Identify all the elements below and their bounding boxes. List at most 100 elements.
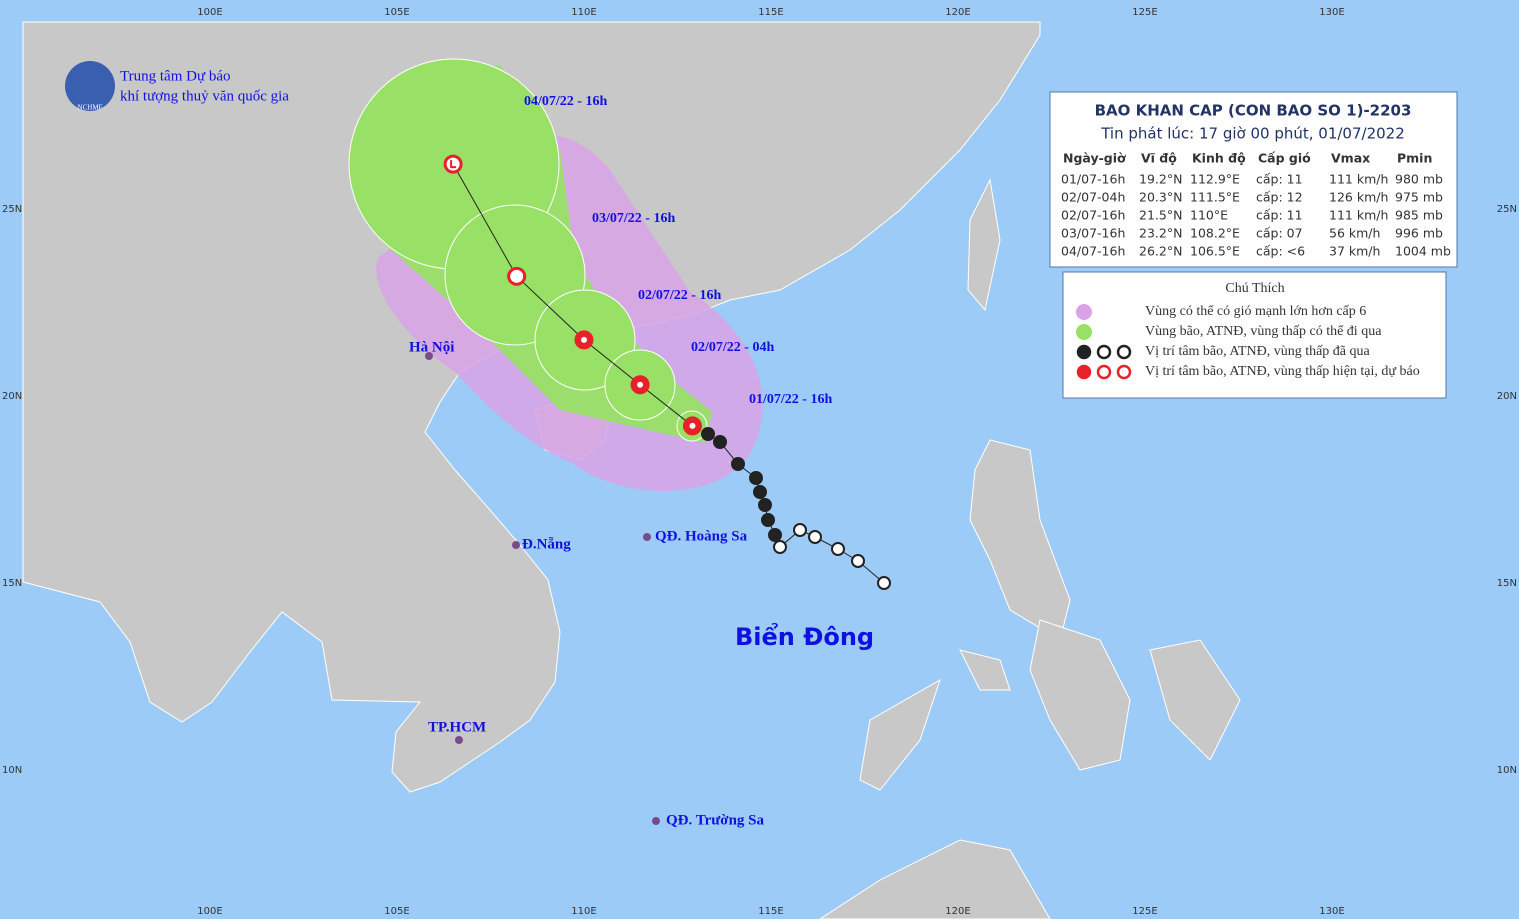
past-position	[713, 435, 727, 449]
legend-icon	[1096, 344, 1112, 360]
table-cell: 04/07-16h	[1061, 244, 1125, 259]
storm-eye	[637, 381, 644, 388]
legend-swatch	[1076, 324, 1092, 340]
bulletin-title: BAO KHAN CAP (CON BAO SO 1)-2203	[1095, 102, 1412, 120]
place-label: Đ.Nẵng	[522, 536, 571, 552]
past-position	[749, 471, 763, 485]
lat-label: 10N	[1497, 765, 1517, 776]
table-header: Pmin	[1397, 151, 1432, 166]
table-cell: 111.5°E	[1190, 190, 1240, 205]
lat-label: 10N	[2, 765, 22, 776]
legend-icon	[1076, 344, 1092, 360]
past-position	[701, 427, 715, 441]
table-cell: 106.5°E	[1190, 244, 1240, 259]
storm-eye	[689, 422, 696, 429]
table-cell: cấp: 07	[1256, 226, 1303, 241]
lon-label: 130E	[1319, 7, 1344, 18]
table-cell: 111 km/h	[1329, 208, 1388, 223]
table-cell: 21.5°N	[1139, 208, 1182, 223]
table-cell: 23.2°N	[1139, 226, 1182, 241]
table-cell: cấp: <6	[1256, 244, 1305, 259]
place-dot	[425, 352, 433, 360]
table-cell: 02/07-04h	[1061, 190, 1125, 205]
legend-icon	[1076, 364, 1092, 380]
low-symbol	[450, 160, 457, 169]
track-label: 02/07/22 - 04h	[691, 340, 774, 355]
legend-icon	[1116, 364, 1132, 380]
past-position	[851, 554, 865, 568]
lat-label: 15N	[1497, 578, 1517, 589]
lat-label: 20N	[1497, 391, 1517, 402]
bulletin-issued: Tin phát lúc: 17 giờ 00 phút, 01/07/2022	[1100, 125, 1405, 143]
table-cell: 1004 mb	[1395, 244, 1451, 259]
place-label: QĐ. Trường Sa	[666, 812, 765, 828]
table-cell: 26.2°N	[1139, 244, 1182, 259]
lon-label: 120E	[945, 7, 970, 18]
place-label: Hà Nội	[409, 339, 454, 355]
table-cell: 996 mb	[1395, 226, 1443, 241]
table-cell: 56 km/h	[1329, 226, 1380, 241]
legend-title: Chú Thích	[1225, 281, 1284, 296]
logo	[65, 61, 115, 111]
table-cell: 111 km/h	[1329, 172, 1388, 187]
table-cell: 19.2°N	[1139, 172, 1182, 187]
lon-label: 120E	[945, 906, 970, 917]
table-cell: cấp: 11	[1256, 208, 1303, 223]
legend-swatch	[1076, 304, 1092, 320]
table-cell: 980 mb	[1395, 172, 1443, 187]
past-position	[758, 498, 772, 512]
table-cell: 03/07-16h	[1061, 226, 1125, 241]
legend-icon	[1096, 364, 1112, 380]
table-cell: 985 mb	[1395, 208, 1443, 223]
legend-item: Vị trí tâm bão, ATNĐ, vùng thấp đã qua	[1145, 344, 1371, 359]
bulletin-box	[1049, 91, 1458, 268]
past-position	[768, 528, 782, 542]
place-dot	[512, 541, 520, 549]
table-cell: 110°E	[1190, 208, 1228, 223]
lon-label: 105E	[384, 7, 409, 18]
lat-label: 25N	[2, 204, 22, 215]
storm-eye	[581, 336, 587, 343]
past-position	[831, 542, 845, 556]
org-name: Trung tâm Dự báo	[120, 68, 231, 84]
place-dot	[643, 533, 651, 541]
legend-item: Vị trí tâm bão, ATNĐ, vùng thấp hiện tại…	[1145, 364, 1420, 379]
table-header: Cấp gió	[1258, 151, 1311, 166]
table-cell: 112.9°E	[1190, 172, 1240, 187]
lat-label: 25N	[1497, 204, 1517, 215]
table-header: Kinh độ	[1192, 151, 1246, 166]
table-cell: 02/07-16h	[1061, 208, 1125, 223]
past-position	[808, 530, 822, 544]
table-header: Vĩ độ	[1141, 151, 1177, 166]
place-dot	[652, 817, 660, 825]
table-cell: 20.3°N	[1139, 190, 1182, 205]
logo-text: NCHMF	[78, 104, 103, 112]
legend-icon	[1116, 344, 1132, 360]
past-position	[793, 523, 807, 537]
place-label: QĐ. Hoàng Sa	[655, 528, 748, 544]
legend-item: Vùng có thể có gió mạnh lớn hơn cấp 6	[1145, 304, 1366, 319]
lon-label: 110E	[571, 7, 596, 18]
past-position	[753, 485, 767, 499]
track-label: 03/07/22 - 16h	[592, 211, 675, 226]
place-dot	[455, 736, 463, 744]
table-cell: 37 km/h	[1329, 244, 1380, 259]
lon-label: 125E	[1132, 906, 1157, 917]
table-cell: 108.2°E	[1190, 226, 1240, 241]
sea-label: Biển Đông	[735, 621, 874, 651]
org-name: khí tượng thuỷ văn quốc gia	[120, 88, 289, 104]
table-cell: 975 mb	[1395, 190, 1443, 205]
lat-label: 20N	[2, 391, 22, 402]
forecast-position	[507, 266, 527, 286]
past-position	[761, 513, 775, 527]
lon-label: 125E	[1132, 7, 1157, 18]
lat-label: 15N	[2, 578, 22, 589]
table-cell: 01/07-16h	[1061, 172, 1125, 187]
lon-label: 115E	[758, 906, 783, 917]
legend-item: Vùng bão, ATNĐ, vùng thấp có thể đi qua	[1145, 324, 1382, 339]
past-position	[877, 576, 891, 590]
past-position	[773, 540, 787, 554]
overlay: 04/07/22 - 16h 03/07/22 - 16h 02/07/22 - 1…	[409, 94, 891, 828]
table-cell: cấp: 12	[1256, 190, 1303, 205]
